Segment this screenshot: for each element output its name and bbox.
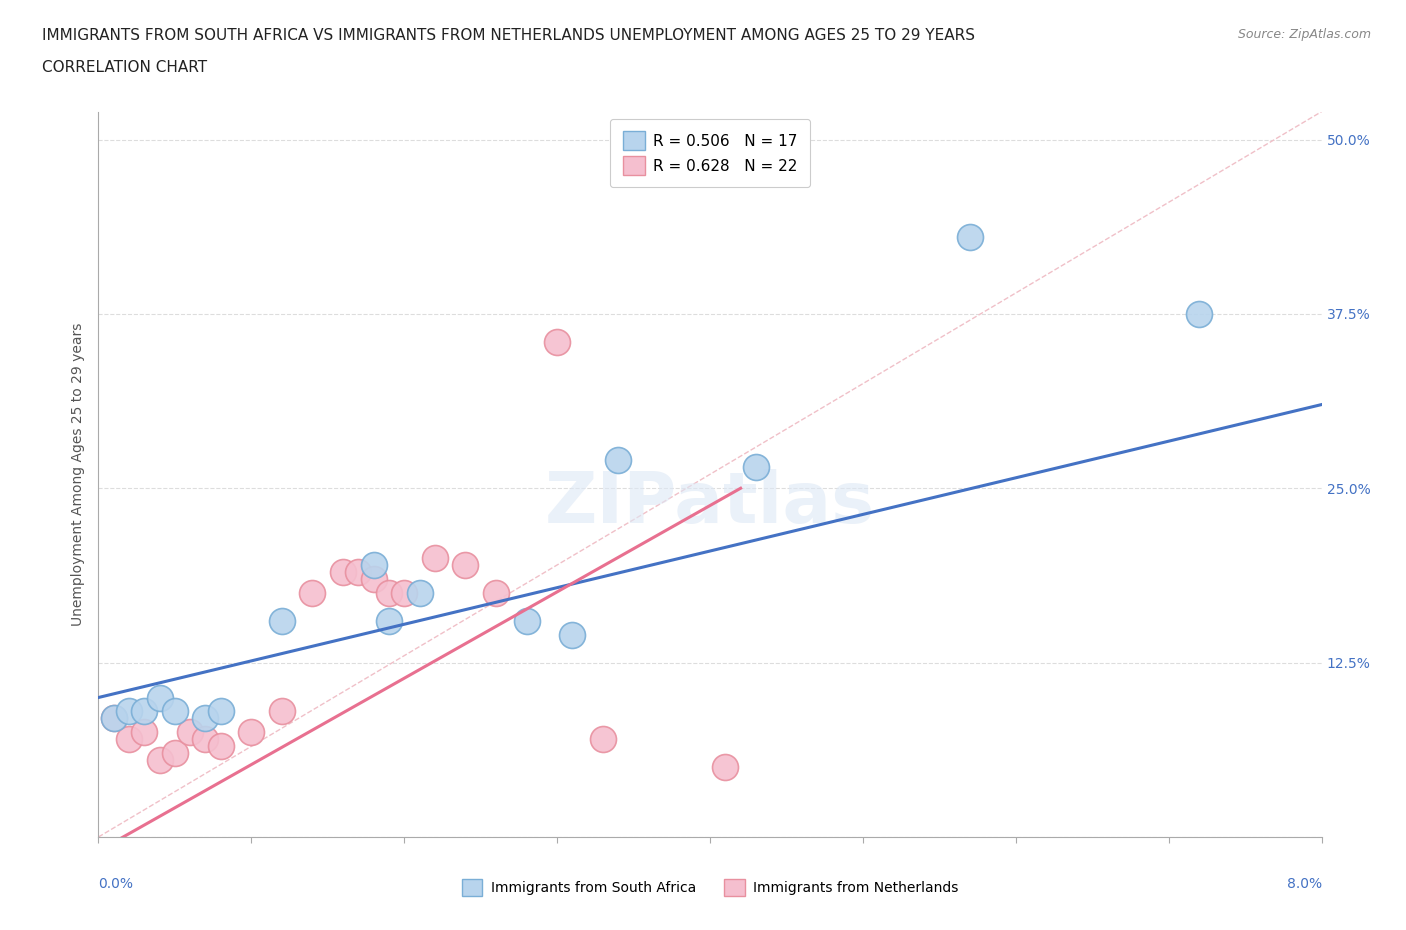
Point (714, 760, 737, 775)
Point (134, 704, 156, 719)
Point (423, 551, 446, 565)
Point (959, 230, 981, 245)
Point (301, 586, 323, 601)
Text: 0.0%: 0.0% (98, 877, 134, 891)
Text: Source: ZipAtlas.com: Source: ZipAtlas.com (1237, 28, 1371, 41)
Y-axis label: Unemployment Among Ages 25 to 29 years: Unemployment Among Ages 25 to 29 years (72, 323, 86, 626)
Point (209, 738, 232, 753)
Point (392, 586, 416, 601)
Point (103, 711, 125, 726)
Point (1188, 307, 1211, 322)
Legend: Immigrants from South Africa, Immigrants from Netherlands: Immigrants from South Africa, Immigrants… (454, 871, 966, 903)
Point (363, 572, 385, 587)
Point (363, 558, 385, 573)
Point (546, 335, 568, 350)
Text: CORRELATION CHART: CORRELATION CHART (42, 60, 207, 75)
Point (194, 732, 217, 747)
Point (163, 704, 186, 719)
Point (149, 753, 172, 768)
Point (240, 725, 263, 740)
Text: ZIPatlas: ZIPatlas (546, 469, 875, 538)
Point (516, 614, 538, 629)
Point (118, 704, 141, 719)
Point (118, 732, 141, 747)
Point (179, 725, 201, 740)
Point (149, 690, 172, 705)
Point (103, 711, 125, 726)
Point (378, 614, 401, 629)
Point (270, 704, 294, 719)
Point (194, 711, 217, 726)
Point (607, 453, 630, 468)
Point (270, 614, 294, 629)
Point (408, 586, 430, 601)
Text: 8.0%: 8.0% (1286, 877, 1322, 891)
Point (347, 565, 370, 579)
Point (592, 732, 614, 747)
Point (378, 586, 401, 601)
Point (209, 704, 232, 719)
Point (163, 746, 186, 761)
Point (454, 558, 477, 573)
Point (134, 725, 156, 740)
Point (745, 460, 768, 475)
Point (561, 628, 583, 643)
Point (332, 565, 354, 579)
Text: IMMIGRANTS FROM SOUTH AFRICA VS IMMIGRANTS FROM NETHERLANDS UNEMPLOYMENT AMONG A: IMMIGRANTS FROM SOUTH AFRICA VS IMMIGRAN… (42, 28, 976, 43)
Point (485, 586, 508, 601)
